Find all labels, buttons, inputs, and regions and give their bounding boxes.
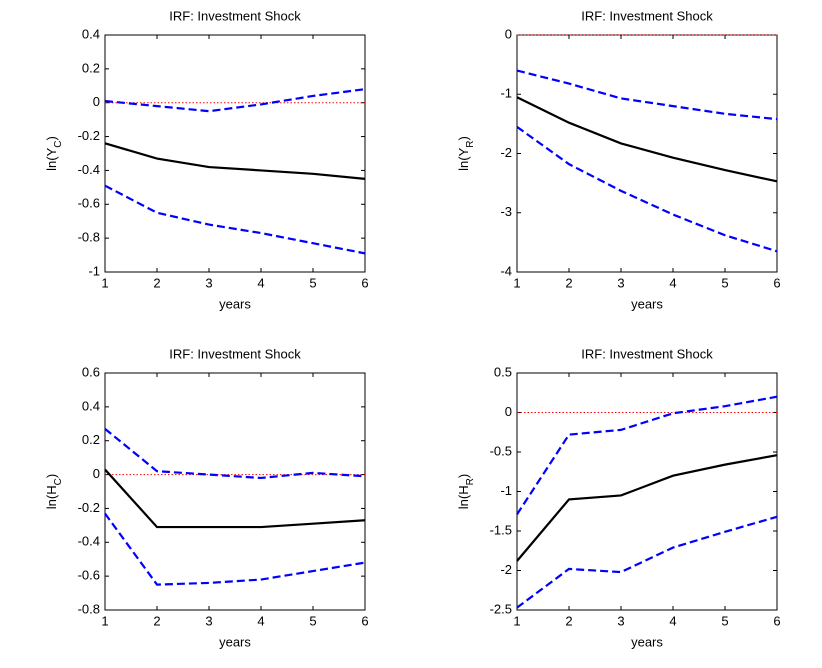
band-line bbox=[516, 515, 778, 609]
x-tick-label: 1 bbox=[101, 275, 108, 290]
y-axis-label-part: R bbox=[465, 478, 476, 485]
x-tick-label: 3 bbox=[617, 275, 624, 290]
x-tick-label: 1 bbox=[513, 275, 520, 290]
x-tick-label: 2 bbox=[153, 275, 160, 290]
x-axis-label: years bbox=[219, 634, 251, 649]
x-tick-label: 1 bbox=[513, 613, 520, 628]
y-tick-label: 0.4 bbox=[82, 398, 100, 413]
x-tick-label: 3 bbox=[205, 613, 212, 628]
chart-title: IRF: Investment Shock bbox=[169, 8, 301, 23]
x-tick-label: 4 bbox=[669, 613, 676, 628]
chart-title: IRF: Investment Shock bbox=[169, 346, 301, 361]
x-tick-label: 6 bbox=[773, 275, 780, 290]
y-axis-label-part: ) bbox=[44, 474, 59, 478]
y-tick-label: 0 bbox=[93, 94, 100, 109]
chart-title: IRF: Investment Shock bbox=[581, 8, 713, 23]
y-tick-label: 0.2 bbox=[82, 432, 100, 447]
x-axis-label: years bbox=[631, 634, 663, 649]
x-tick-label: 6 bbox=[773, 613, 780, 628]
x-tick-label: 1 bbox=[101, 613, 108, 628]
median-line bbox=[104, 142, 366, 180]
median-line bbox=[516, 454, 778, 562]
y-tick-label: -2.5 bbox=[490, 601, 512, 616]
y-tick-label: -0.4 bbox=[78, 162, 100, 177]
y-tick-label: -0.6 bbox=[78, 568, 100, 583]
y-tick-label: -1.5 bbox=[490, 522, 512, 537]
x-tick-label: 2 bbox=[153, 613, 160, 628]
band-line bbox=[104, 512, 366, 586]
axes-box bbox=[516, 34, 778, 273]
y-tick-label: -1 bbox=[500, 86, 512, 101]
y-tick-label: -0.5 bbox=[490, 443, 512, 458]
x-tick-label: 2 bbox=[565, 613, 572, 628]
x-tick-label: 5 bbox=[721, 613, 728, 628]
x-tick-label: 4 bbox=[257, 275, 264, 290]
y-axis-label: ln(HC) bbox=[44, 474, 63, 509]
axes-box bbox=[104, 34, 366, 273]
x-tick-label: 5 bbox=[721, 275, 728, 290]
y-axis-label-part: ln(Y bbox=[456, 147, 471, 170]
y-tick-label: -1 bbox=[88, 263, 100, 278]
y-tick-label: -2 bbox=[500, 562, 512, 577]
axes-box bbox=[516, 372, 778, 611]
y-tick-label: -0.2 bbox=[78, 128, 100, 143]
band-line bbox=[516, 395, 778, 516]
y-tick-label: -0.4 bbox=[78, 534, 100, 549]
x-axis-label: years bbox=[219, 296, 251, 311]
y-tick-label: -2 bbox=[500, 145, 512, 160]
x-tick-label: 4 bbox=[257, 613, 264, 628]
y-axis-label-part: R bbox=[465, 140, 476, 147]
x-tick-label: 6 bbox=[361, 275, 368, 290]
y-axis-label-part: ) bbox=[44, 136, 59, 140]
y-tick-label: 0 bbox=[93, 466, 100, 481]
y-tick-label: 0.2 bbox=[82, 60, 100, 75]
y-axis-label-part: ln(H bbox=[44, 485, 59, 509]
band-line bbox=[516, 69, 778, 121]
y-tick-label: 0.5 bbox=[494, 364, 512, 379]
y-tick-label: -0.2 bbox=[78, 500, 100, 515]
y-tick-label: 0.4 bbox=[82, 26, 100, 41]
y-tick-label: -0.8 bbox=[78, 601, 100, 616]
y-tick-label: -3 bbox=[500, 204, 512, 219]
y-tick-label: 0 bbox=[505, 404, 512, 419]
x-tick-label: 3 bbox=[617, 613, 624, 628]
y-tick-label: -4 bbox=[500, 263, 512, 278]
x-tick-label: 5 bbox=[309, 613, 316, 628]
x-tick-label: 3 bbox=[205, 275, 212, 290]
x-tick-label: 6 bbox=[361, 613, 368, 628]
median-line bbox=[516, 96, 778, 183]
y-axis-label: ln(HR) bbox=[456, 474, 475, 509]
y-axis-label-part: C bbox=[53, 478, 64, 485]
y-tick-label: -0.8 bbox=[78, 230, 100, 245]
band-line bbox=[104, 184, 366, 255]
y-axis-label: ln(YC) bbox=[44, 136, 63, 171]
y-axis-label-part: ln(Y bbox=[44, 147, 59, 170]
axes-box bbox=[104, 372, 366, 611]
band-line bbox=[516, 125, 778, 253]
x-tick-label: 2 bbox=[565, 275, 572, 290]
band-line bbox=[104, 88, 366, 113]
y-tick-label: -1 bbox=[500, 483, 512, 498]
y-axis-label-part: ) bbox=[456, 136, 471, 140]
median-line bbox=[104, 468, 366, 529]
y-tick-label: -0.6 bbox=[78, 196, 100, 211]
y-axis-label-part: ln(H bbox=[456, 485, 471, 509]
y-axis-label-part: C bbox=[53, 140, 64, 147]
y-axis-label: ln(YR) bbox=[456, 136, 475, 171]
y-tick-label: 0.6 bbox=[82, 364, 100, 379]
x-axis-label: years bbox=[631, 296, 663, 311]
band-line bbox=[104, 428, 366, 480]
x-tick-label: 4 bbox=[669, 275, 676, 290]
y-axis-label-part: ) bbox=[456, 474, 471, 478]
x-tick-label: 5 bbox=[309, 275, 316, 290]
chart-title: IRF: Investment Shock bbox=[581, 346, 713, 361]
y-tick-label: 0 bbox=[505, 26, 512, 41]
